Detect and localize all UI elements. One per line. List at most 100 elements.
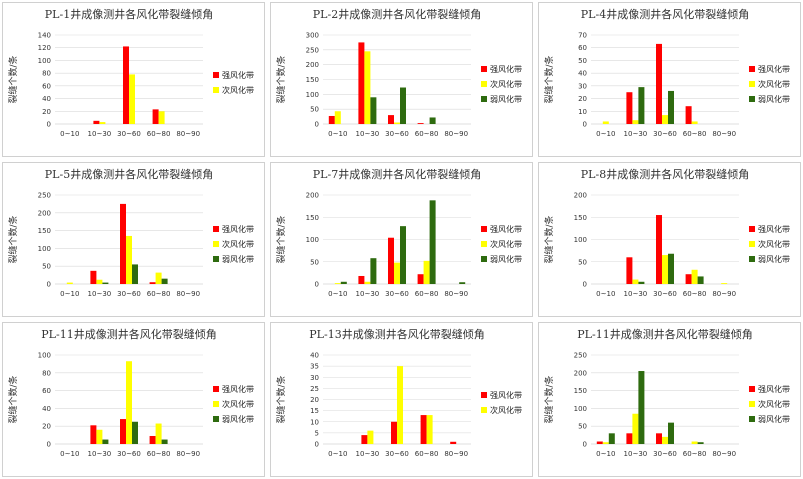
- x-tick-label: 30~60: [117, 290, 141, 298]
- bar: [126, 235, 132, 284]
- x-tick-label: 10~30: [88, 130, 112, 138]
- y-tick-label: 15: [310, 407, 319, 415]
- chart-title: PL-5井成像测井各风化带裂缝倾角: [45, 167, 213, 181]
- y-tick-label: 25: [310, 385, 319, 393]
- legend-swatch: [213, 256, 219, 262]
- bar: [394, 262, 400, 284]
- bar: [132, 264, 138, 284]
- x-tick-label: 60~80: [683, 290, 707, 298]
- legend-label: 弱风化带: [758, 414, 790, 424]
- x-tick-label: 30~60: [385, 130, 409, 138]
- legend-label: 次风化带: [222, 239, 254, 249]
- y-tick-label: 150: [38, 227, 51, 235]
- bar: [420, 415, 427, 444]
- x-tick-label: 10~30: [88, 290, 112, 298]
- bar: [149, 435, 156, 444]
- y-tick-label: 200: [574, 369, 587, 377]
- chart-svg: PL-4井成像测井各风化带裂缝倾角 0 10 20 30 40 50 60 70 裂缝个数/条 0~…: [543, 7, 790, 138]
- x-tick-label: 60~80: [415, 450, 439, 458]
- legend-label: 强风化带: [758, 64, 790, 74]
- bar: [358, 275, 365, 284]
- legend-label: 次风化带: [222, 399, 254, 409]
- legend-swatch: [481, 66, 487, 72]
- y-tick-label: 50: [578, 258, 587, 266]
- legend-label: 弱风化带: [490, 94, 522, 104]
- legend-swatch: [481, 256, 487, 262]
- bar: [96, 429, 103, 444]
- x-tick-label: 0~10: [596, 290, 615, 298]
- y-tick-label: 60: [42, 82, 51, 90]
- bar: [340, 281, 347, 284]
- y-axis-label: 裂缝个数/条: [543, 375, 555, 423]
- y-tick-label: 200: [306, 61, 319, 69]
- y-tick-label: 20: [42, 423, 51, 431]
- y-tick-label: 250: [574, 352, 587, 360]
- bar: [102, 439, 109, 444]
- bar: [423, 260, 430, 284]
- y-tick-label: 10: [310, 418, 319, 426]
- y-tick-label: 150: [306, 214, 319, 222]
- bar: [697, 276, 704, 284]
- bar: [417, 274, 424, 284]
- x-tick-label: 0~10: [60, 130, 79, 138]
- legend-label: 次风化带: [758, 79, 790, 89]
- chart-panel: PL-8井成像测井各风化带裂缝倾角 0 50 100 150 200 裂缝个数/条 0~10 1…: [538, 162, 801, 317]
- y-tick-label: 100: [574, 405, 587, 413]
- x-tick-label: 80~90: [444, 450, 468, 458]
- chart-panel: PL-11井成像测井各风化带裂缝倾角 0 50 100 150 200 250 裂缝个数/条 0…: [538, 322, 801, 477]
- bar: [691, 441, 698, 444]
- chart-panel: PL-2井成像测井各风化带裂缝倾角 0 50 100 150 200 250 300 裂缝个数/…: [270, 2, 533, 157]
- y-tick-label: 100: [38, 245, 51, 253]
- x-tick-label: 60~80: [415, 290, 439, 298]
- chart-title: PL-11井成像测井各风化带裂缝倾角: [41, 327, 216, 341]
- legend-label: 弱风化带: [490, 254, 522, 264]
- bar: [602, 121, 609, 124]
- bar: [662, 436, 668, 444]
- chart-svg: PL-13井成像测井各风化带裂缝倾角 0 5 10 15 20 25 30 35 40 裂缝个数/条…: [275, 327, 522, 458]
- x-tick-label: 80~90: [176, 450, 200, 458]
- y-tick-label: 5: [315, 429, 319, 437]
- x-tick-label: 0~10: [596, 130, 615, 138]
- legend-swatch: [481, 96, 487, 102]
- legend-label: 次风化带: [222, 85, 254, 95]
- legend-swatch: [481, 81, 487, 87]
- legend-label: 强风化带: [222, 70, 254, 80]
- x-tick-label: 80~90: [176, 130, 200, 138]
- x-tick-label: 30~60: [653, 130, 677, 138]
- y-tick-label: 0: [583, 121, 587, 129]
- chart-panel: PL-5井成像测井各风化带裂缝倾角 0 50 100 150 200 250 裂缝个数/条 0~…: [2, 162, 265, 317]
- bar: [656, 215, 662, 284]
- chart-panel: PL-13井成像测井各风化带裂缝倾角 0 5 10 15 20 25 30 35 40 裂缝个数/条…: [270, 322, 533, 477]
- bar: [459, 282, 466, 284]
- chart-panel: PL-11井成像测井各风化带裂缝倾角 0 20 40 60 80 100 裂缝个数/条 0~10…: [2, 322, 265, 477]
- y-tick-label: 250: [38, 192, 51, 200]
- bar: [334, 111, 341, 124]
- legend-swatch: [749, 386, 755, 392]
- bar: [429, 200, 436, 284]
- y-tick-label: 20: [310, 396, 319, 404]
- x-tick-label: 30~60: [653, 290, 677, 298]
- legend-swatch: [749, 226, 755, 232]
- legend-swatch: [749, 66, 755, 72]
- bar: [632, 279, 639, 284]
- bar: [155, 272, 162, 284]
- chart-svg: PL-11井成像测井各风化带裂缝倾角 0 20 40 60 80 100 裂缝个数/条 0~10…: [7, 327, 254, 458]
- y-tick-label: 200: [574, 192, 587, 200]
- bar: [370, 97, 377, 124]
- bar: [99, 122, 106, 124]
- bar: [626, 92, 633, 124]
- x-tick-label: 30~60: [117, 130, 141, 138]
- chart-svg: PL-11井成像测井各风化带裂缝倾角 0 50 100 150 200 250 裂缝个数/条 0…: [543, 327, 790, 458]
- bar: [632, 413, 639, 444]
- bar: [120, 419, 126, 444]
- x-tick-label: 0~10: [60, 450, 79, 458]
- bar: [400, 87, 406, 124]
- y-tick-label: 0: [315, 121, 319, 129]
- x-tick-label: 10~30: [624, 450, 648, 458]
- bar: [152, 109, 159, 124]
- bar: [66, 282, 73, 284]
- chart-svg: PL-2井成像测井各风化带裂缝倾角 0 50 100 150 200 250 300 裂缝个数/…: [275, 7, 522, 138]
- legend-label: 次风化带: [758, 239, 790, 249]
- bar: [334, 283, 341, 284]
- y-tick-label: 150: [306, 76, 319, 84]
